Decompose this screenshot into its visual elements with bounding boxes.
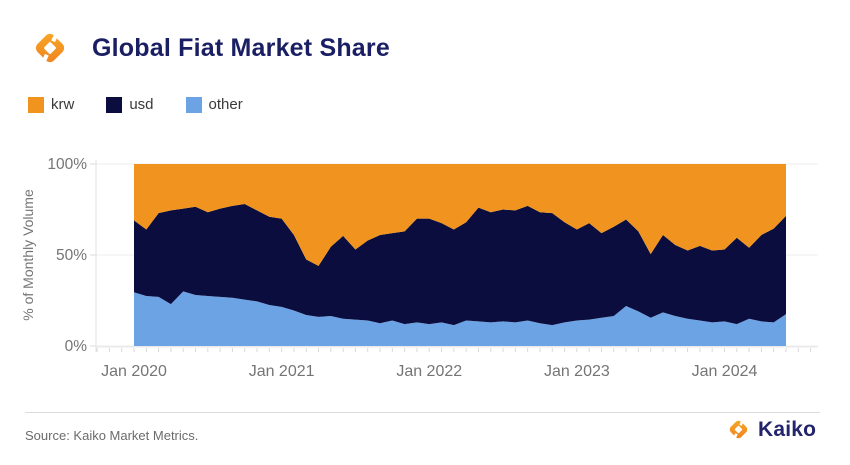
header: Global Fiat Market Share xyxy=(30,28,390,68)
legend-swatch-krw xyxy=(28,96,44,113)
legend-item-other: other xyxy=(185,96,243,113)
kaiko-wordmark: Kaiko xyxy=(758,417,817,441)
area-other xyxy=(134,291,786,346)
y-tick-label: 50% xyxy=(56,247,87,264)
source-note: Source: Kaiko Market Metrics. xyxy=(25,428,199,443)
area-krw xyxy=(134,164,786,266)
kaiko-brand: Kaiko xyxy=(726,417,816,442)
legend-label-usd: usd xyxy=(129,96,154,113)
legend-swatch-usd xyxy=(106,96,123,113)
page-title: Global Fiat Market Share xyxy=(92,33,390,62)
legend-label-other: other xyxy=(208,96,243,113)
legend-swatch-other xyxy=(185,96,202,113)
x-tick-label: Jan 2024 xyxy=(692,363,758,380)
y-tick-label: 0% xyxy=(65,338,88,355)
x-tick-label: Jan 2021 xyxy=(249,363,315,380)
kaiko-logo-icon xyxy=(35,28,65,68)
legend-item-usd: usd xyxy=(106,96,154,113)
legend-item-krw: krw xyxy=(28,96,74,113)
area-usd xyxy=(134,204,786,326)
x-tick-label: Jan 2022 xyxy=(396,363,462,380)
footer-divider xyxy=(25,412,820,413)
y-axis-title: % of Monthly Volume xyxy=(20,189,36,321)
x-tick-label: Jan 2020 xyxy=(101,363,167,380)
legend-label-krw: krw xyxy=(51,96,75,113)
chart-legend: krw usd other xyxy=(28,96,243,113)
y-tick-label: 100% xyxy=(47,156,87,173)
kaiko-logo-icon-small xyxy=(729,417,748,442)
x-tick-label: Jan 2023 xyxy=(544,363,610,380)
